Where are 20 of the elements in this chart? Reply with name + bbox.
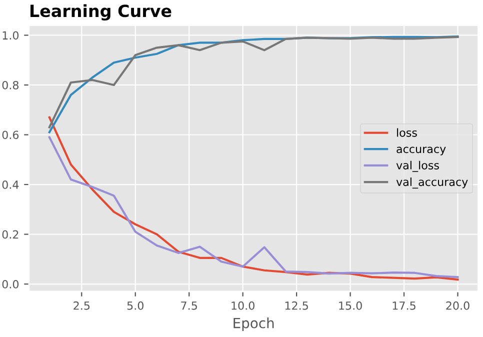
y-tick-label: 0.0 [2, 280, 19, 288]
x-axis-title: Epoch [234, 318, 274, 331]
x-tick-label: 10.0 [232, 301, 254, 310]
chart-title: Learning Curve [30, 4, 172, 21]
legend-label: val_loss [396, 160, 439, 172]
legend-label: accuracy [396, 146, 446, 156]
x-tick-label: 12.5 [285, 301, 308, 310]
y-tick-label: 0.8 [2, 80, 18, 90]
x-tick-label: 15.0 [339, 301, 362, 310]
x-tick-label: 2.5 [74, 301, 90, 310]
y-tick-label: 0.6 [2, 130, 19, 140]
x-tick-label: 7.5 [181, 302, 197, 310]
x-tick-label: 17.5 [392, 302, 416, 310]
legend-label: loss [397, 128, 417, 137]
y-tick-label: 0.2 [2, 230, 18, 239]
y-tick-label: 0.4 [2, 180, 19, 189]
x-tick-label: 20.0 [446, 301, 470, 310]
y-tick-label: 1.0 [2, 31, 19, 40]
x-tick-label: 5.0 [127, 301, 144, 310]
legend-label: val_accuracy [396, 177, 468, 189]
